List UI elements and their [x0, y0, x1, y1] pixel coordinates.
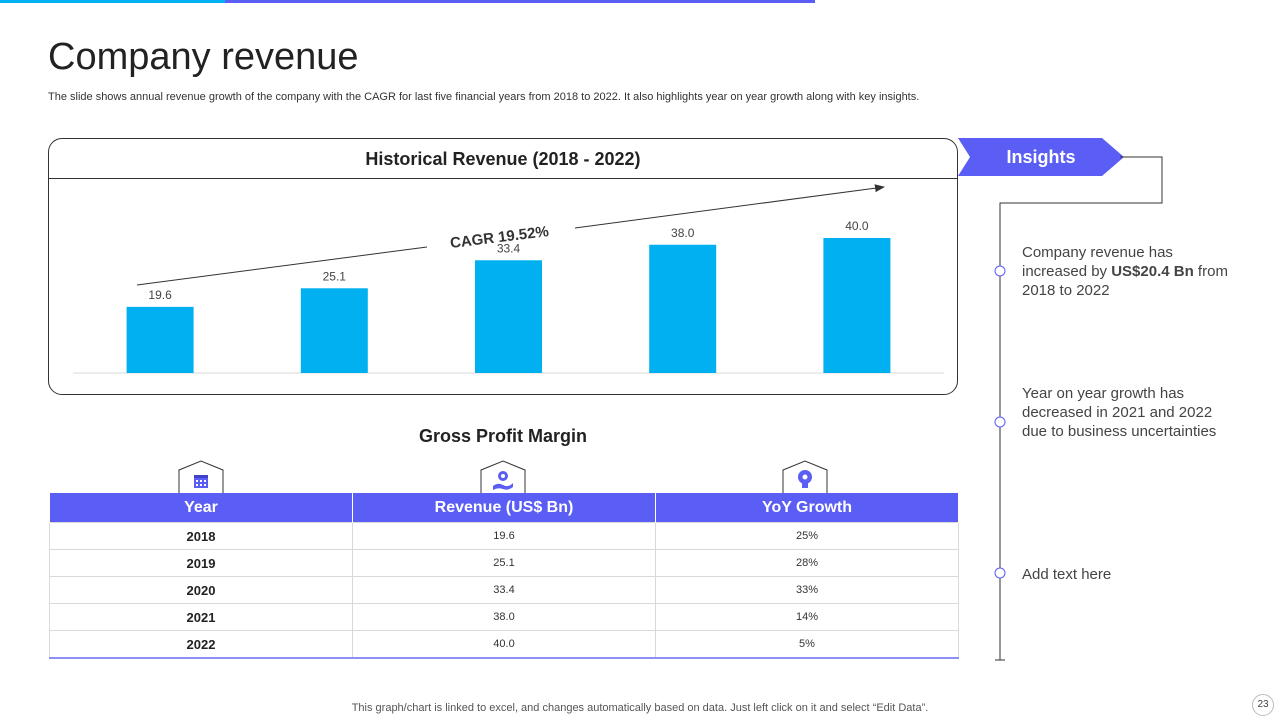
money-hand-icon	[480, 460, 526, 494]
table-cell-growth: 25%	[655, 522, 959, 550]
top-accent-bar-purple	[225, 0, 815, 3]
data-label-2019: 25.1	[323, 269, 347, 283]
table-row: 2022 40.0 5%	[49, 630, 959, 659]
bar-2021[interactable]	[649, 244, 717, 373]
table-cell-growth: 33%	[655, 576, 959, 604]
table-row: 2019 25.1 28%	[49, 549, 959, 577]
table-row: 2020 33.4 33%	[49, 576, 959, 604]
top-accent-bar-cyan	[0, 0, 225, 3]
cagr-arrow-left	[136, 246, 428, 286]
table-cell-revenue: 19.6	[352, 522, 656, 550]
bar-2022[interactable]	[823, 238, 891, 373]
insight-item: Company revenue has increased by US$20.4…	[1022, 243, 1237, 300]
table-cell-revenue: 33.4	[352, 576, 656, 604]
insight-highlight: US$20.4 Bn	[1111, 263, 1194, 280]
calendar-icon	[178, 460, 224, 494]
table-cell-growth: 14%	[655, 603, 959, 631]
timeline-node	[994, 416, 1006, 428]
bar-2019[interactable]	[300, 288, 368, 373]
timeline-node	[994, 265, 1006, 277]
column-header-year: Year	[49, 493, 353, 523]
table-cell-year: 2018	[49, 522, 353, 550]
insight-text[interactable]: Add text here	[1022, 566, 1112, 583]
table-cell-year: 2020	[49, 576, 353, 604]
insights-timeline	[994, 156, 1163, 661]
bar-2020[interactable]	[475, 260, 542, 373]
table-cell-year: 2021	[49, 603, 353, 631]
data-label-2020: 33.4	[497, 241, 521, 255]
table-cell-year: 2022	[49, 630, 353, 659]
historical-revenue-chart[interactable]: Historical Revenue (2018 - 2022) CAGR 19…	[48, 138, 958, 395]
column-header-revenue: Revenue (US$ Bn)	[352, 493, 656, 523]
data-label-2022: 40.0	[845, 219, 869, 233]
cagr-arrow-right	[574, 184, 885, 229]
insights-banner	[958, 138, 1124, 176]
table-cell-growth: 28%	[655, 549, 959, 577]
page-title: Company revenue	[48, 36, 359, 78]
bar-chart: CAGR 19.52% 19.625.133.438.0 40.0	[73, 184, 944, 374]
timeline-node	[994, 567, 1006, 579]
insight-item: Year on year growth has decreased in 202…	[1022, 384, 1237, 441]
table-cell-revenue: 40.0	[352, 630, 656, 659]
data-label-2021: 38.0	[671, 226, 695, 240]
bar-series: 19.6 25.1 33.4 38.0 40.0	[126, 219, 891, 373]
page-subtitle: The slide shows annual revenue growth of…	[48, 91, 920, 103]
revenue-table: Year Revenue (US$ Bn) YoY Growth 2018 19…	[49, 493, 959, 659]
column-header-yoy-growth: YoY Growth	[655, 493, 959, 523]
table-header-row: Year Revenue (US$ Bn) YoY Growth	[49, 493, 959, 523]
chart-title: Historical Revenue (2018 - 2022)	[49, 139, 957, 179]
page-number: 23	[1252, 694, 1274, 716]
insight-text: Year on year growth has decreased in 202…	[1022, 385, 1217, 440]
data-label-2018: 19.6	[148, 288, 172, 302]
insight-text: Company revenue has increased by	[1022, 244, 1173, 280]
insights-label: Insights	[1006, 147, 1076, 167]
table-row: 2018 19.6 25%	[49, 522, 959, 550]
bar-2018[interactable]	[126, 306, 194, 373]
idea-gear-icon	[782, 460, 828, 494]
table-cell-revenue: 25.1	[352, 549, 656, 577]
table-title: Gross Profit Margin	[418, 426, 588, 446]
table-row: 2021 38.0 14%	[49, 603, 959, 631]
footer-note: This graph/chart is linked to excel, and…	[351, 702, 929, 714]
insight-item: Add text here	[1022, 565, 1237, 584]
table-cell-year: 2019	[49, 549, 353, 577]
table-cell-growth: 5%	[655, 630, 959, 659]
insight-text: from 2018 to 2022	[1022, 263, 1228, 299]
table-cell-revenue: 38.0	[352, 603, 656, 631]
